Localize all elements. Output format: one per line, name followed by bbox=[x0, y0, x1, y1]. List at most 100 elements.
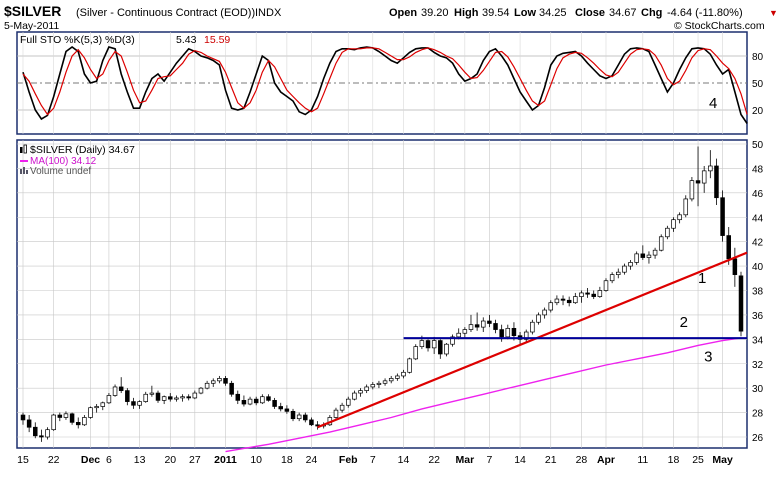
candle bbox=[382, 378, 388, 386]
volume-legend-text: Volume undef bbox=[30, 166, 91, 177]
candle-legend-icon-2 bbox=[23, 144, 27, 154]
candle bbox=[223, 375, 228, 386]
price-tick-label: 28 bbox=[752, 409, 764, 420]
candle bbox=[186, 394, 191, 401]
candle bbox=[487, 314, 492, 328]
candle bbox=[720, 190, 725, 242]
candle-body bbox=[646, 254, 652, 258]
candle-body bbox=[634, 253, 639, 263]
price-tick-label: 44 bbox=[752, 213, 764, 224]
candle-body bbox=[247, 398, 253, 405]
x-tick-label: Feb bbox=[339, 454, 358, 466]
candle-body bbox=[168, 396, 173, 400]
candle-body bbox=[266, 396, 271, 401]
candle bbox=[204, 380, 210, 390]
x-tick-label: 28 bbox=[576, 454, 588, 466]
candle bbox=[339, 402, 345, 413]
candle-body bbox=[536, 314, 541, 323]
candle bbox=[726, 227, 731, 265]
candle bbox=[523, 329, 529, 342]
candle bbox=[247, 396, 253, 406]
trendline bbox=[317, 251, 748, 429]
x-tick-label: 20 bbox=[164, 454, 176, 466]
candle bbox=[585, 288, 590, 298]
annotation-number: 2 bbox=[680, 314, 688, 331]
candle bbox=[395, 373, 400, 381]
candle-body bbox=[174, 397, 179, 400]
candle-body bbox=[609, 274, 615, 282]
candle bbox=[192, 390, 198, 400]
price-legend: $SILVER (Daily) 34.67 MA(100) 34.12 Volu… bbox=[20, 144, 135, 177]
candle-body bbox=[542, 309, 547, 316]
candle-body bbox=[511, 327, 517, 337]
date-label: 5-May-2011 bbox=[4, 20, 59, 32]
candle bbox=[57, 412, 63, 422]
candle-body bbox=[738, 275, 744, 332]
candle-body bbox=[671, 219, 676, 229]
candle-body bbox=[616, 271, 621, 275]
x-tick-label: 24 bbox=[306, 454, 318, 466]
candle bbox=[542, 307, 547, 319]
x-tick-label: 27 bbox=[189, 454, 201, 466]
down-arrow-icon: ▼ bbox=[769, 8, 778, 18]
price-y-axis: 26 28 30 32 34 36 38 40 42 44 46 48 50 bbox=[752, 140, 764, 444]
price-tick-label: 42 bbox=[752, 238, 764, 249]
x-tick-label: 6 bbox=[106, 454, 112, 466]
candle-body bbox=[180, 396, 185, 399]
price-x-axis: 15 22 Dec 6 13 20 27 2011 10 18 24 Feb 7 14 22 Mar 7 14 21… bbox=[17, 454, 733, 466]
x-tick-label: Apr bbox=[597, 454, 615, 466]
candle-body bbox=[260, 396, 265, 404]
candle bbox=[309, 417, 314, 427]
candle-body bbox=[573, 296, 578, 304]
candle bbox=[39, 429, 44, 442]
candle bbox=[266, 394, 271, 402]
close-value: 34.67 bbox=[609, 7, 637, 19]
candle-body bbox=[63, 413, 69, 418]
annotation-number: 3 bbox=[704, 348, 712, 365]
stochastic-d-line bbox=[22, 47, 748, 116]
candle bbox=[376, 380, 382, 389]
candle bbox=[413, 344, 419, 361]
candle bbox=[241, 395, 247, 407]
candle bbox=[450, 334, 455, 347]
candle bbox=[125, 388, 130, 406]
candle-body bbox=[530, 321, 535, 333]
candle-body bbox=[456, 332, 461, 338]
exchange-label: INDX bbox=[255, 7, 282, 19]
candle-body bbox=[376, 382, 382, 385]
candle bbox=[149, 385, 155, 397]
candle bbox=[33, 422, 38, 439]
candle-body bbox=[186, 396, 191, 399]
candle bbox=[278, 402, 283, 412]
candle-body bbox=[94, 406, 99, 409]
candle-body bbox=[701, 170, 707, 184]
credit-label: © StockCharts.com bbox=[674, 20, 765, 32]
price-tick-label: 26 bbox=[752, 433, 764, 444]
candle-body bbox=[303, 414, 308, 421]
candle bbox=[554, 295, 560, 306]
x-tick-label: Mar bbox=[456, 454, 475, 466]
volume-legend-icon bbox=[20, 169, 22, 174]
stochastic-tick-label: 80 bbox=[752, 52, 764, 63]
candle bbox=[401, 369, 406, 379]
candle bbox=[75, 417, 81, 429]
stochastic-y-axis: 20 50 80 bbox=[752, 52, 764, 117]
x-tick-label: 14 bbox=[514, 454, 526, 466]
open-label: Open bbox=[389, 7, 417, 19]
price-tick-label: 50 bbox=[752, 140, 764, 151]
price-legend-text: $SILVER (Daily) 34.67 bbox=[30, 144, 135, 156]
candle bbox=[118, 377, 124, 394]
candle bbox=[26, 415, 32, 433]
candle bbox=[468, 314, 474, 333]
candle bbox=[530, 319, 535, 335]
candle-body bbox=[364, 386, 369, 391]
stochastic-legend-d: 15.59 bbox=[204, 34, 230, 46]
candle-body bbox=[714, 165, 719, 199]
candle bbox=[88, 406, 93, 419]
candle bbox=[646, 251, 652, 264]
candle-body bbox=[708, 165, 713, 172]
candle bbox=[345, 396, 351, 408]
candle-body bbox=[444, 343, 449, 355]
